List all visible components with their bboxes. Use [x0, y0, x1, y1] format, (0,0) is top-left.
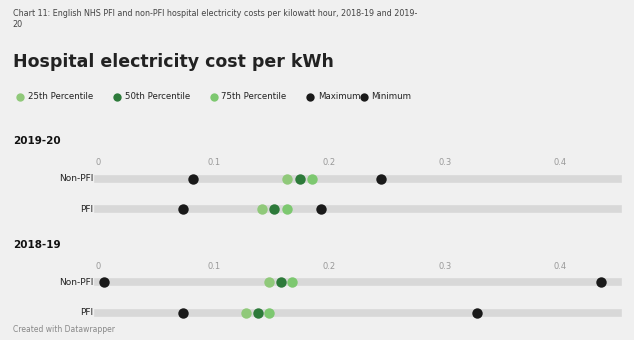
Text: Non-PFI: Non-PFI	[59, 278, 93, 287]
Text: 25th Percentile: 25th Percentile	[28, 92, 93, 101]
Text: Non-PFI: Non-PFI	[59, 174, 93, 183]
Text: 0.1: 0.1	[207, 158, 221, 167]
Text: Chart 11: English NHS PFI and non-PFI hospital electricity costs per kilowatt ho: Chart 11: English NHS PFI and non-PFI ho…	[13, 8, 417, 29]
Text: Hospital electricity cost per kWh: Hospital electricity cost per kWh	[13, 53, 333, 71]
Text: 2018-19: 2018-19	[13, 240, 60, 250]
Text: 2019-20: 2019-20	[13, 136, 60, 146]
Text: PFI: PFI	[80, 205, 93, 214]
Text: 0.1: 0.1	[207, 262, 221, 271]
Text: 0.4: 0.4	[554, 262, 567, 271]
Text: 75th Percentile: 75th Percentile	[221, 92, 287, 101]
Text: Maximum: Maximum	[318, 92, 361, 101]
Text: 0.2: 0.2	[323, 262, 336, 271]
Text: 0.3: 0.3	[438, 158, 451, 167]
Text: Minimum: Minimum	[372, 92, 411, 101]
Text: 0.2: 0.2	[323, 158, 336, 167]
Text: 0.4: 0.4	[554, 158, 567, 167]
Text: 0: 0	[96, 158, 101, 167]
Text: 0: 0	[96, 262, 101, 271]
Text: PFI: PFI	[80, 308, 93, 317]
Text: 0.3: 0.3	[438, 262, 451, 271]
Text: Created with Datawrapper: Created with Datawrapper	[13, 325, 115, 334]
Text: 50th Percentile: 50th Percentile	[124, 92, 190, 101]
